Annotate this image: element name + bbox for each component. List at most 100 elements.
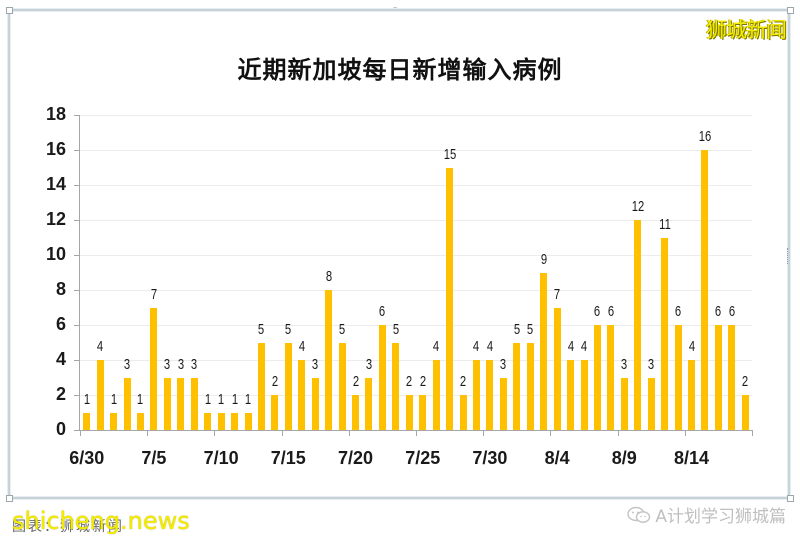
bar xyxy=(593,325,601,430)
bar xyxy=(352,395,360,430)
bar-value-label: 2 xyxy=(419,373,426,390)
bar xyxy=(472,360,480,430)
y-tick-mark xyxy=(74,115,80,116)
bar-value-label: 1 xyxy=(244,390,252,408)
bar xyxy=(580,360,588,430)
bar xyxy=(231,412,239,430)
bar xyxy=(607,325,615,430)
gridline xyxy=(80,395,752,396)
bar-value-label: 3 xyxy=(312,355,319,373)
bar-value-label: 2 xyxy=(271,373,279,390)
bar xyxy=(459,395,467,430)
bar xyxy=(271,395,279,430)
bar-value-label: 2 xyxy=(459,373,467,390)
bar-value-label: 16 xyxy=(698,128,712,145)
bar-value-label: 2 xyxy=(406,373,413,390)
gridline xyxy=(80,360,752,361)
bar-value-label: 6 xyxy=(379,303,386,320)
x-tick-label: 7/5 xyxy=(141,448,167,468)
bar xyxy=(567,360,575,430)
bar xyxy=(446,167,454,430)
bar-value-label: 2 xyxy=(742,373,749,390)
y-tick-mark xyxy=(74,325,80,326)
bar-value-label: 4 xyxy=(97,338,104,355)
bar-value-label: 3 xyxy=(191,355,198,373)
bar-value-label: 4 xyxy=(580,338,588,355)
bar-value-label: 1 xyxy=(231,390,238,408)
source-note: 图表：狮城新闻 xyxy=(12,519,124,535)
bar-value-label: 3 xyxy=(500,355,507,373)
bar-value-label: 4 xyxy=(433,338,440,355)
resize-handle-top-right[interactable] xyxy=(787,7,794,14)
bar-value-label: 5 xyxy=(338,320,346,338)
bar xyxy=(110,412,118,430)
bar-value-label: 1 xyxy=(217,390,225,408)
x-tick-mark xyxy=(282,430,283,436)
bar xyxy=(419,395,427,430)
bar xyxy=(553,307,561,430)
bar xyxy=(540,272,548,430)
bar-value-label: 4 xyxy=(567,338,574,355)
x-tick-label: 7/15 xyxy=(270,448,306,468)
resize-handle-bottom-left[interactable] xyxy=(6,495,13,502)
bar-value-label: 6 xyxy=(594,303,601,320)
y-tick-mark xyxy=(74,150,80,151)
x-tick-mark xyxy=(550,430,551,436)
resize-handle-top-left[interactable] xyxy=(6,7,13,14)
gridline xyxy=(80,290,752,291)
y-tick-label: 10 xyxy=(45,244,66,264)
y-tick-label: 14 xyxy=(45,174,66,194)
bar xyxy=(338,342,346,430)
bar-value-label: 6 xyxy=(715,303,722,320)
x-tick-label: 8/14 xyxy=(673,448,710,468)
bar xyxy=(83,412,91,430)
gridline xyxy=(80,220,752,221)
site-watermark: shicheng.news xyxy=(12,507,190,535)
y-tick-label: 6 xyxy=(55,314,66,334)
y-tick-mark xyxy=(74,220,80,221)
y-tick-label: 18 xyxy=(45,104,66,124)
resize-handle-right[interactable] xyxy=(787,248,792,264)
bar xyxy=(123,377,131,430)
bar xyxy=(714,325,722,430)
x-tick-mark xyxy=(349,430,350,436)
y-tick-mark xyxy=(74,255,80,256)
bar-value-label: 7 xyxy=(553,285,561,303)
bar-value-label: 1 xyxy=(110,390,117,408)
bar xyxy=(163,377,171,430)
bar-value-label: 3 xyxy=(648,355,655,373)
resize-handle-top[interactable]: ···· xyxy=(393,5,398,12)
bar xyxy=(620,377,628,430)
bar-value-label: 4 xyxy=(473,338,480,355)
bar xyxy=(674,325,682,430)
y-tick-mark xyxy=(74,360,80,361)
bar xyxy=(136,412,144,430)
x-tick-label: 7/10 xyxy=(203,448,239,468)
bar-value-label: 1 xyxy=(137,390,144,408)
bar-value-label: 3 xyxy=(365,355,373,373)
x-tick-mark xyxy=(618,430,619,436)
bar-value-label: 8 xyxy=(325,268,332,285)
x-tick-mark xyxy=(147,430,148,436)
bar xyxy=(257,342,265,430)
bar-value-label: 12 xyxy=(631,198,645,215)
wechat-attribution: A计划学习狮城篇 xyxy=(627,502,786,527)
bar xyxy=(728,325,736,430)
y-tick-mark xyxy=(74,185,80,186)
bar-value-label: 6 xyxy=(674,303,682,320)
wechat-account-name: A计划学习狮城篇 xyxy=(655,507,786,527)
bar-value-label: 5 xyxy=(527,320,534,338)
bar-value-label: 2 xyxy=(352,373,359,390)
bar xyxy=(177,377,185,430)
resize-handle-bottom-right[interactable] xyxy=(787,495,794,502)
y-tick-mark xyxy=(74,290,80,291)
chart-title: 近期新加坡每日新增输入病例 xyxy=(237,56,563,84)
bar-value-label: 1 xyxy=(83,390,90,408)
bar xyxy=(526,342,534,430)
bar xyxy=(513,342,521,430)
y-tick-label: 12 xyxy=(45,209,66,229)
x-tick-label: 8/4 xyxy=(544,448,570,468)
gridline xyxy=(80,185,752,186)
bar-value-label: 6 xyxy=(728,303,735,320)
gridline xyxy=(80,150,752,151)
